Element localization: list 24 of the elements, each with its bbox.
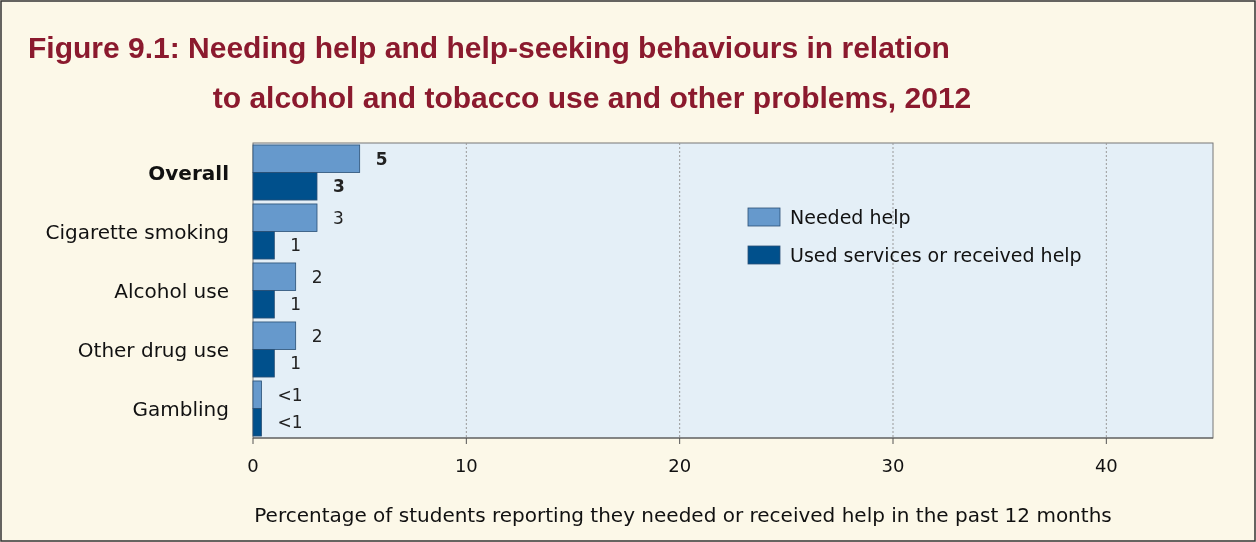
x-tick-label: 0 [247,455,259,476]
data-label: <1 [277,384,303,405]
y-tick-label: Other drug use [77,337,229,362]
y-tick-label: Cigarette smoking [45,219,229,244]
data-label: 3 [333,207,344,228]
legend-label: Used services or received help [790,244,1082,266]
data-label: 1 [290,353,302,374]
data-label: 1 [290,294,302,315]
data-label: 2 [311,325,323,346]
data-label: 2 [311,266,323,287]
y-tick-label: Overall [148,160,229,185]
y-tick-label: Alcohol use [114,278,229,303]
legend-label: Needed help [790,206,911,228]
x-tick-label: 10 [454,455,478,476]
chart-title: Figure 9.1: Needing help and help-seeking behaviours in relation to alcohol and tobacco use and other problems, 2012 [28,31,972,114]
x-tick-label: 40 [1094,455,1118,476]
x-axis-title: Percentage of students reporting they needed or received help in the past 12 months [254,503,1112,527]
data-label: <1 [277,412,303,433]
y-tick-label: Gambling [132,396,229,421]
data-label: 3 [333,176,345,197]
data-label: 5 [375,148,388,169]
data-label: 1 [290,235,302,256]
x-tick-label: 20 [668,455,692,476]
x-tick-label: 30 [881,455,905,476]
